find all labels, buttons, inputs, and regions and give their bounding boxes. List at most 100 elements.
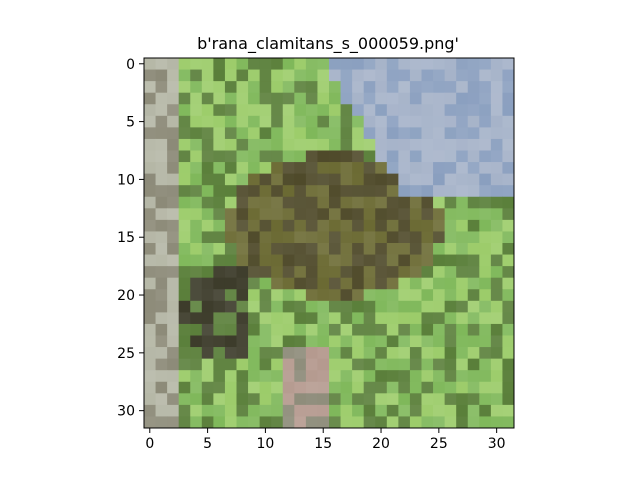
- image-pixel: [456, 92, 469, 105]
- image-pixel: [190, 58, 203, 70]
- image-pixel: [375, 58, 388, 70]
- image-pixel: [375, 393, 388, 406]
- image-pixel: [421, 404, 434, 417]
- image-pixel: [421, 219, 434, 232]
- image-pixel: [386, 58, 399, 70]
- image-pixel: [282, 381, 295, 394]
- image-pixel: [433, 404, 446, 417]
- image-pixel: [444, 104, 457, 117]
- image-pixel: [224, 266, 237, 279]
- image-pixel: [282, 92, 295, 105]
- image-pixel: [248, 231, 261, 244]
- image-pixel: [167, 416, 180, 429]
- image-pixel: [305, 370, 318, 383]
- image-pixel: [375, 231, 388, 244]
- image-pixel: [144, 208, 156, 221]
- image-pixel: [190, 115, 203, 128]
- image-pixel: [155, 416, 168, 429]
- image-pixel: [444, 277, 457, 290]
- image-pixel: [375, 196, 388, 209]
- image-pixel: [375, 266, 388, 279]
- image-pixel: [329, 393, 341, 406]
- image-pixel: [271, 358, 284, 371]
- image-pixel: [363, 381, 376, 394]
- image-pixel: [317, 115, 330, 128]
- image-pixel: [398, 208, 411, 221]
- image-pixel: [421, 173, 434, 186]
- image-pixel: [479, 335, 492, 348]
- image-pixel: [386, 185, 399, 198]
- image-pixel: [433, 185, 446, 198]
- image-pixel: [433, 196, 446, 209]
- image-pixel: [178, 404, 191, 417]
- image-pixel: [456, 323, 469, 336]
- axes-frame: [143, 57, 515, 429]
- image-pixel: [282, 358, 295, 371]
- image-pixel: [305, 81, 318, 94]
- image-pixel: [282, 150, 295, 163]
- image-pixel: [294, 173, 307, 186]
- image-pixel: [144, 162, 156, 175]
- image-pixel: [479, 69, 492, 82]
- image-pixel: [144, 138, 156, 151]
- image-pixel: [490, 219, 503, 232]
- image-pixel: [213, 196, 226, 209]
- image-pixel: [479, 358, 492, 371]
- image-pixel: [213, 115, 226, 128]
- image-pixel: [352, 289, 365, 302]
- image-pixel: [352, 335, 365, 348]
- image-pixel: [317, 231, 330, 244]
- image-pixel: [282, 254, 295, 267]
- image-pixel: [282, 404, 295, 417]
- image-pixel: [444, 138, 457, 151]
- image-pixel: [271, 243, 284, 255]
- image-pixel: [144, 254, 156, 267]
- image-pixel: [421, 150, 434, 163]
- image-pixel: [502, 196, 515, 209]
- image-pixel: [456, 58, 469, 70]
- image-pixel: [224, 277, 237, 290]
- image-pixel: [409, 323, 422, 336]
- x-tick-label: 0: [145, 436, 154, 452]
- image-pixel: [340, 69, 353, 82]
- image-pixel: [259, 208, 272, 221]
- image-pixel: [201, 127, 214, 140]
- image-pixel: [178, 266, 191, 279]
- image-pixel: [375, 404, 388, 417]
- image-pixel: [479, 196, 492, 209]
- image-pixel: [490, 69, 503, 82]
- image-pixel: [144, 185, 156, 198]
- image-pixel: [375, 312, 388, 325]
- image-pixel: [467, 404, 480, 417]
- image-pixel: [329, 231, 341, 244]
- image-pixel: [236, 254, 249, 267]
- image-pixel: [398, 358, 411, 371]
- image-pixel: [144, 277, 156, 290]
- image-pixel: [467, 393, 480, 406]
- image-pixel: [248, 335, 261, 348]
- image-pixel: [490, 231, 503, 244]
- image-pixel: [190, 208, 203, 221]
- image-pixel: [178, 115, 191, 128]
- image-pixel: [433, 162, 446, 175]
- image-pixel: [271, 370, 284, 383]
- image-pixel: [224, 300, 237, 313]
- image-pixel: [282, 196, 295, 209]
- image-pixel: [317, 138, 330, 151]
- image-pixel: [294, 115, 307, 128]
- image-pixel: [409, 58, 422, 70]
- image-pixel: [363, 358, 376, 371]
- image-pixel: [236, 150, 249, 163]
- image-pixel: [259, 312, 272, 325]
- image-pixel: [294, 219, 307, 232]
- image-pixel: [398, 243, 411, 255]
- image-pixel: [444, 323, 457, 336]
- image-pixel: [259, 416, 272, 429]
- image-pixel: [409, 243, 422, 255]
- image-pixel: [502, 404, 515, 417]
- image-pixel: [490, 266, 503, 279]
- image-pixel: [305, 243, 318, 255]
- image-pixel: [190, 393, 203, 406]
- image-pixel: [271, 404, 284, 417]
- image-pixel: [467, 162, 480, 175]
